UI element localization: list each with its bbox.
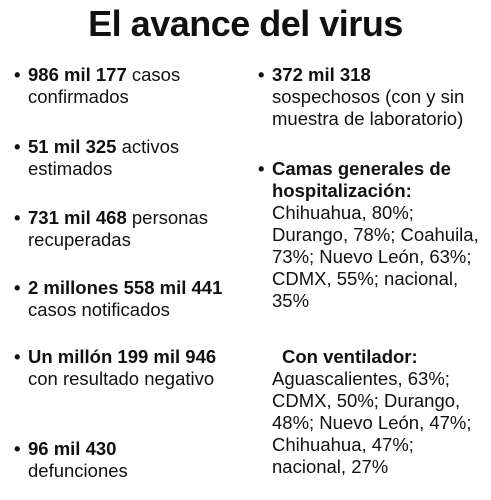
stat-label: sospechosos (con y sin muestra de labora… [272,86,465,129]
section-heading: Camas generales de hospitalización: [272,158,451,201]
bullet: • [258,64,265,85]
stat-label: casos confirmados [28,64,181,107]
stat-value: 372 mil 318 [272,64,371,85]
stat-item-negative: • Un millón 199 mil 946 con resultado ne… [14,346,229,390]
stat-value: 986 mil 177 [28,64,127,85]
stat-value: 731 mil 468 [28,207,127,228]
bullet: • [14,277,21,298]
stat-label: defunciones [28,460,128,481]
bullet: • [14,438,21,459]
stat-item-recovered: • 731 mil 468 personas recuperadas [14,207,254,251]
bullet: • [258,158,265,179]
bullet: • [14,207,21,228]
stat-value: 96 mil 430 [28,438,117,459]
bullet: • [14,346,21,367]
stat-label: casos notificados [28,299,170,320]
stat-value: Un millón 199 mil 946 [28,346,217,367]
stat-item-active: • 51 mil 325 activos estimados [14,136,214,180]
stat-label: activos estimados [28,136,180,179]
stat-item-deaths: • 96 mil 430 defunciones [14,438,214,482]
bullet: • [14,136,21,157]
section-body: Aguascalientes, 63%; CDMX, 50%; Durango,… [272,368,472,477]
stat-label: con resultado negativo [28,368,215,389]
page-title: El avance del virus [88,3,403,44]
stat-item-suspected: • 372 mil 318 sospechosos (con y sin mues… [258,64,480,130]
section-heading: Con ventilador: [282,346,418,367]
stat-value: 51 mil 325 [28,136,117,157]
section-body: Chihuahua, 80%; Durango, 78%; Coahuila, … [272,202,479,311]
stat-label: personas recuperadas [28,207,208,250]
stat-item-general-beds: • Camas generales de hospitalización: Chi… [258,158,480,312]
stat-item-confirmed: • 986 mil 177 casos confirmados [14,64,244,108]
stat-value: 2 millones 558 mil 441 [28,277,223,298]
ventilator-section: Con ventilador: Aguascalientes, 63%; CDMX… [258,346,480,478]
stat-item-notified: • 2 millones 558 mil 441 casos notificad… [14,277,246,321]
bullet: • [14,64,21,85]
